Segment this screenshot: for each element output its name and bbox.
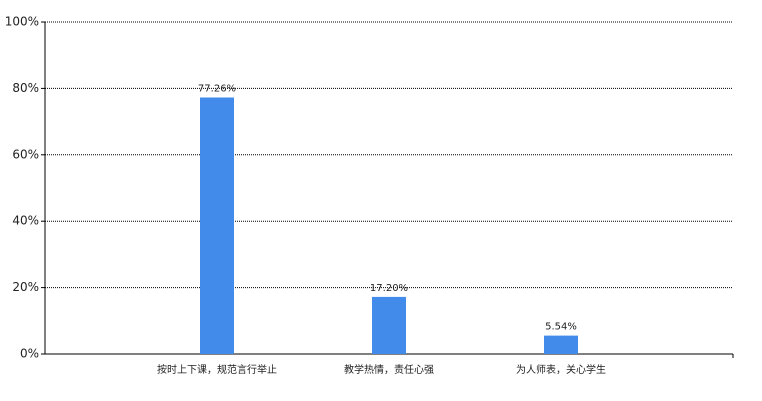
- bar: [544, 335, 578, 354]
- y-tick-label: 100%: [5, 15, 39, 29]
- y-tick-label: 60%: [12, 147, 39, 161]
- value-label: 5.54%: [545, 322, 577, 333]
- x-tick-label: 教学热情，责任心强: [344, 363, 434, 376]
- y-tick-label: 40%: [12, 214, 39, 228]
- value-label: 77.26%: [198, 83, 236, 94]
- y-tick-label: 80%: [12, 81, 39, 95]
- value-label: 17.20%: [370, 283, 408, 294]
- x-tick-label: 为人师表，关心学生: [516, 363, 606, 376]
- y-tick-label: 0%: [20, 347, 39, 361]
- x-tick-label: 按时上下课，规范言行举止: [157, 363, 277, 376]
- bar: [200, 97, 234, 355]
- y-tick-label: 20%: [12, 280, 39, 294]
- bar: [372, 296, 406, 354]
